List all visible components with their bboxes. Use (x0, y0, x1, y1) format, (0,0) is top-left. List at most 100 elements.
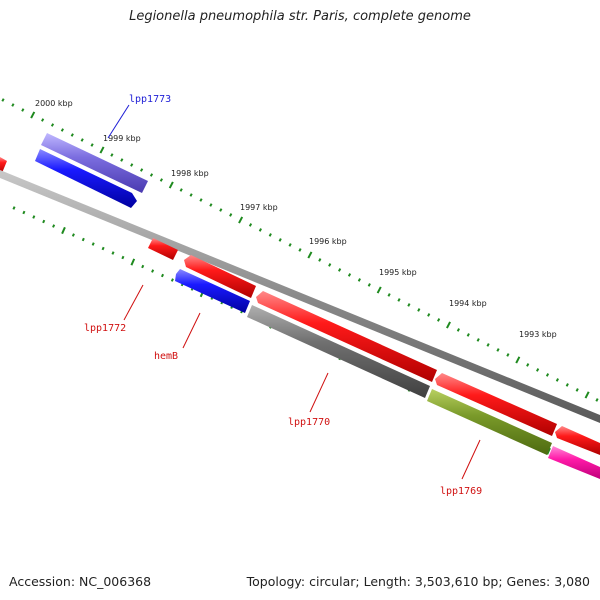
tick-label-1996: 1996 kbp (309, 237, 347, 246)
leader-hemB (182, 312, 201, 349)
minor-tick (71, 233, 75, 237)
gene-red-upper-2[interactable] (256, 291, 437, 382)
minor-tick (70, 133, 74, 137)
minor-tick (140, 168, 144, 172)
minor-tick (80, 138, 84, 142)
minor-tick (545, 373, 550, 377)
label-lpp1773[interactable]: lpp1773 (129, 94, 171, 105)
minor-tick (288, 243, 292, 247)
minor-tick (298, 248, 302, 252)
minor-tick (41, 118, 45, 122)
minor-tick (476, 338, 480, 342)
major-tick (61, 226, 66, 235)
minor-tick (141, 264, 145, 269)
minor-tick (219, 208, 223, 212)
major-tick (238, 216, 244, 224)
tick-label-2000: 2000 kbp (35, 99, 73, 108)
minor-tick (1, 98, 5, 102)
minor-tick (91, 242, 95, 246)
tick-label-1993: 1993 kbp (519, 330, 557, 339)
minor-tick (111, 251, 115, 255)
major-tick (307, 251, 313, 259)
minor-tick (81, 237, 85, 242)
minor-tick (159, 178, 163, 182)
minor-tick (11, 103, 15, 107)
gene-labels: lpp1773 lpp1772 hemB lpp1770 lpp1769 (84, 94, 482, 497)
minor-tick (268, 233, 272, 237)
minor-tick (130, 163, 134, 167)
genome-summary: Topology: circular; Length: 3,503,610 bp… (246, 574, 590, 589)
minor-tick (50, 123, 55, 127)
label-lpp1770[interactable]: lpp1770 (288, 417, 330, 428)
tick-label-1994: 1994 kbp (449, 299, 487, 308)
gene-hemB[interactable] (175, 269, 250, 313)
gene-lpp1772[interactable] (148, 238, 178, 260)
minor-tick (149, 173, 154, 177)
label-lpp1772[interactable]: lpp1772 (84, 323, 126, 334)
minor-tick (328, 263, 332, 267)
minor-tick (437, 318, 441, 322)
leader-lpp1769 (461, 439, 481, 480)
minor-tick (52, 224, 56, 228)
minor-tick (367, 283, 371, 287)
gene-lpp1770-segment[interactable] (247, 305, 430, 398)
minor-tick (526, 363, 530, 367)
minor-tick (387, 293, 391, 297)
minor-tick (21, 108, 25, 112)
minor-tick (278, 238, 282, 242)
minor-tick (199, 198, 203, 202)
minor-tick (209, 203, 213, 207)
gene-lpp1769-segment[interactable] (427, 389, 552, 455)
major-tick (376, 286, 382, 294)
gene-lpp1773-upper[interactable] (41, 133, 148, 193)
minor-tick (506, 353, 510, 357)
minor-tick (248, 223, 253, 227)
minor-tick (575, 388, 579, 392)
leader-lpp1772 (123, 284, 144, 321)
tick-label-1998: 1998 kbp (171, 169, 209, 178)
minor-tick (347, 273, 352, 277)
leader-lpp1770 (309, 372, 329, 413)
major-tick (584, 391, 590, 399)
minor-tick (12, 206, 16, 210)
genome-backbone (0, 170, 600, 423)
gene-left-fragment[interactable] (0, 157, 7, 173)
gene-red-upper-1[interactable] (184, 255, 256, 298)
minor-tick (357, 278, 361, 282)
minor-tick (189, 193, 193, 197)
gene-red-upper-3[interactable] (435, 373, 557, 436)
major-tick (30, 111, 36, 119)
minor-tick (338, 268, 342, 272)
minor-tick (160, 273, 165, 278)
leader-lpp1773 (107, 104, 130, 139)
minor-tick (179, 188, 183, 192)
minor-tick (595, 398, 599, 402)
major-tick (446, 321, 451, 329)
minor-tick (110, 153, 114, 157)
map-title: Legionella pneumophila str. Paris, compl… (129, 9, 471, 24)
minor-tick (151, 269, 155, 273)
minor-tick (427, 313, 431, 317)
minor-tick (90, 143, 94, 147)
label-hemB[interactable]: hemB (154, 351, 178, 362)
minor-tick (121, 255, 125, 260)
major-tick (130, 258, 136, 266)
gene-lpp1773[interactable] (35, 149, 137, 208)
minor-tick (101, 246, 105, 251)
gene-pink-segment[interactable] (548, 446, 600, 479)
minor-tick (496, 348, 500, 352)
reverse-strand (148, 238, 600, 479)
label-lpp1769[interactable]: lpp1769 (440, 486, 482, 497)
minor-tick (120, 158, 124, 162)
minor-tick (229, 213, 233, 217)
minor-tick (466, 333, 470, 337)
tick-label-1997: 1997 kbp (240, 203, 278, 212)
minor-tick (318, 258, 322, 262)
scale-labels: 2000 kbp 1999 kbp 1998 kbp 1997 kbp 1996… (35, 99, 557, 339)
forward-strand (0, 133, 148, 208)
gene-red-upper-4[interactable] (555, 426, 600, 455)
minor-tick (397, 298, 401, 302)
minor-tick (565, 383, 569, 387)
minor-tick (555, 378, 559, 382)
